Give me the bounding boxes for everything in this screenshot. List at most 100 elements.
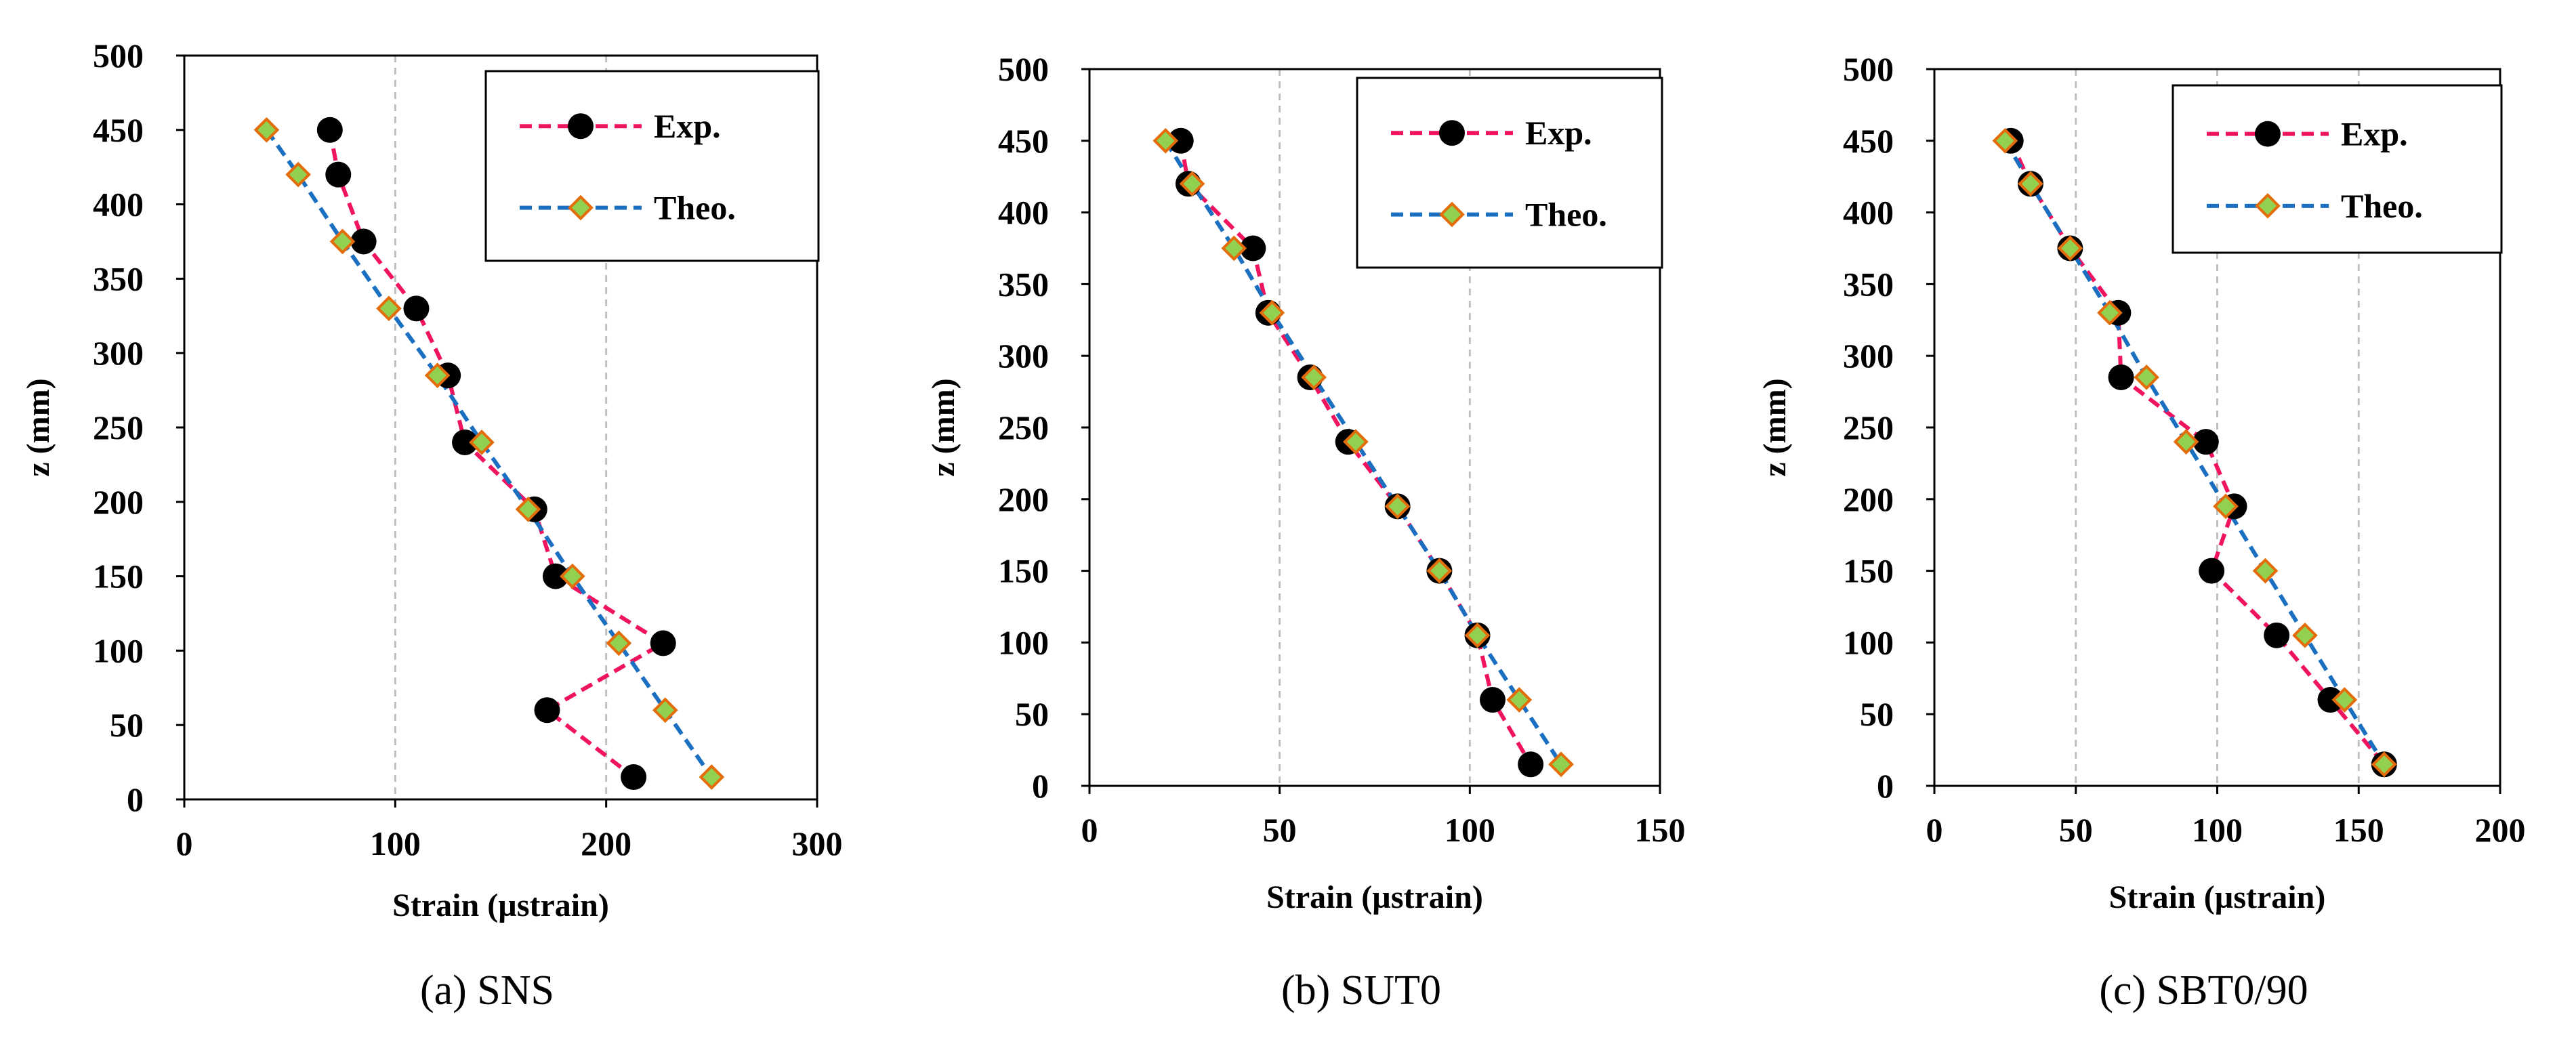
y-tick-label: 500 [1843,50,1894,88]
x-tick-label: 150 [2333,811,2384,849]
theo-point [285,161,311,188]
theo-point [1506,687,1533,713]
exp-point [621,764,647,791]
exp-point [2199,558,2225,584]
theo-point [2018,171,2043,197]
y-tick-label: 450 [998,122,1049,160]
y-tick-label: 150 [93,558,144,595]
x-axis-label: Strain (µstrain) [392,887,609,923]
exp-point [350,228,377,255]
x-tick-label: 0 [176,824,193,862]
y-tick-label: 400 [1843,194,1894,232]
chart-panel-2: 0 50 100 150 200 250 300 350 400 450 500 0 50 100 150 S… [926,50,1686,1013]
legend-marker-theo [568,194,594,221]
series-line-theo [1163,140,1563,766]
theo-point [1221,235,1247,262]
theo-point [376,295,402,322]
y-tick-label: 250 [1843,409,1894,446]
y-tick-label: 200 [998,480,1049,518]
legend-box [1356,77,1663,269]
y-tick-label: 300 [93,334,144,372]
legend-marker-exp [1439,120,1465,146]
y-tick-label: 150 [1843,552,1894,590]
y-tick-label: 300 [1843,337,1894,375]
y-axis-label: z (mm) [1757,378,1793,476]
y-tick-label: 250 [93,409,144,446]
theo-point [1179,171,1205,197]
legend: Exp. Theo. [2172,84,2503,254]
legend-label: Theo. [2341,187,2423,225]
y-axis-label: z (mm) [20,378,56,476]
y-tick-label: 100 [1843,623,1894,661]
theo-point [1426,558,1453,584]
exp-point [2108,364,2134,390]
exp-point [534,697,560,724]
legend-label: Theo. [654,189,736,227]
chart-panel-3: 0 50 100 150 200 250 300 350 400 450 500 0 50 100 150 2… [1757,50,2526,1013]
exp-point [650,630,676,656]
theo-point [652,697,678,724]
legend-label: Theo. [1525,196,1607,234]
exp-point [542,563,568,589]
theo-point [1384,493,1411,520]
y-tick-label: 400 [998,194,1049,232]
y-tick-label: 0 [1877,767,1894,805]
exp-point [325,161,352,188]
y-tick-label: 50 [1860,695,1894,733]
theo-point [1301,364,1327,390]
legend-box [2172,84,2503,254]
legend-marker-theo [1439,201,1465,228]
legend: Exp. Theo. [484,70,820,262]
y-tick-label: 500 [93,37,144,75]
legend: Exp. Theo. [1356,77,1663,269]
figure-caption: (c) SBT0/90 [2099,967,2308,1013]
y-tick-label: 100 [93,631,144,669]
legend-label: Exp. [2341,115,2408,153]
exp-point [1167,127,1194,154]
x-tick-label: 0 [1926,811,1943,849]
x-tick-label: 50 [1263,811,1297,849]
theo-point [2252,558,2279,584]
legend-marker-exp [568,113,594,140]
theo-point [1992,127,2018,154]
theo-point [1259,299,1285,326]
figure-caption: (b) SUT0 [1281,967,1441,1013]
exp-point [2317,687,2344,713]
theo-point [560,563,585,589]
legend-marker-theo [2255,193,2281,219]
y-tick-label: 500 [998,50,1049,88]
theo-point [606,630,632,656]
x-tick-label: 150 [1635,811,1686,849]
y-tick-label: 300 [998,337,1049,375]
theo-point [1464,622,1491,648]
y-tick-label: 200 [93,483,144,521]
theo-point [2134,364,2159,390]
theo-point [1548,751,1574,778]
y-tick-label: 350 [93,259,144,297]
y-tick-label: 0 [1032,767,1049,805]
exp-point [1480,687,1506,713]
y-tick-label: 400 [93,186,144,224]
y-tick-label: 450 [1843,122,1894,160]
y-tick-label: 50 [110,706,144,744]
y-tick-label: 50 [1015,695,1049,733]
x-tick-label: 100 [1445,811,1495,849]
exp-point [1240,235,1266,262]
figure-caption: (a) SNS [420,967,554,1013]
x-tick-label: 50 [2059,811,2093,849]
legend-marker-exp [2255,121,2281,147]
y-tick-label: 0 [127,780,144,818]
theo-point [424,362,451,388]
theo-point [1343,429,1369,455]
y-tick-label: 250 [998,409,1049,446]
theo-point [253,117,280,143]
theo-point [2057,235,2083,262]
y-tick-label: 350 [1843,265,1894,303]
x-tick-label: 200 [581,824,631,862]
x-axis-label: Strain (µstrain) [1266,879,1483,915]
y-tick-label: 450 [93,111,144,149]
x-tick-label: 200 [2475,811,2526,849]
exp-point [452,429,478,455]
chart-panel-1: 0 50 100 150 200 250 300 350 400 450 500 0 100 200 300… [20,37,843,1013]
